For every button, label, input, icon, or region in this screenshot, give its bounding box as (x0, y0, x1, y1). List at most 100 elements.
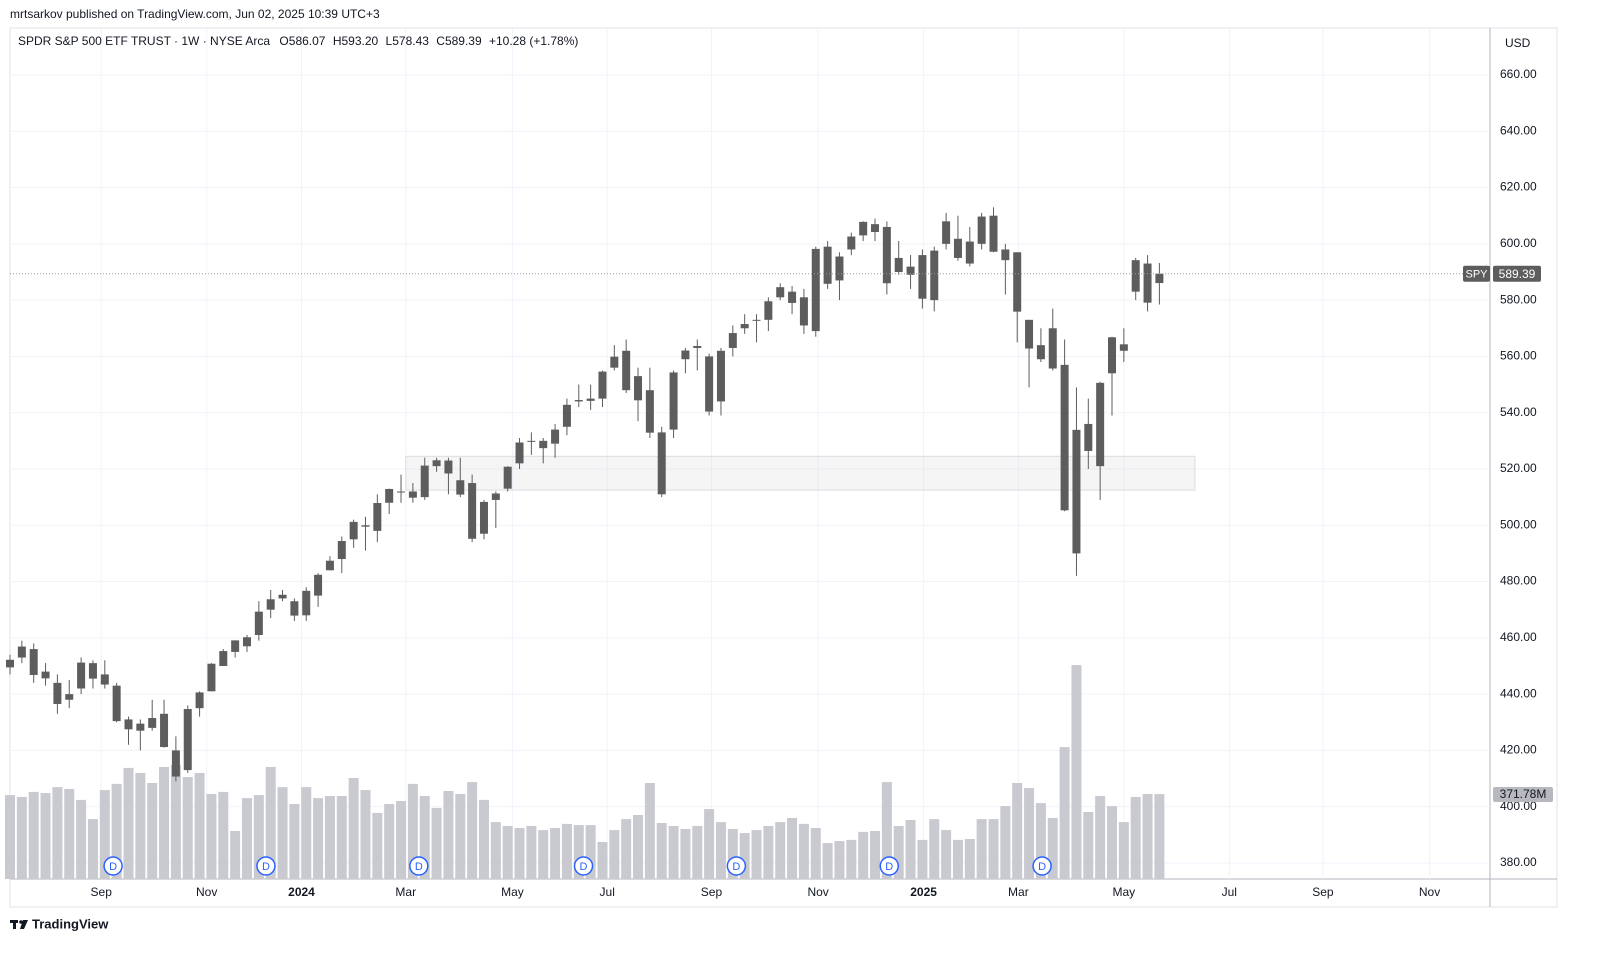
candle-body (231, 640, 240, 652)
volume-bar (230, 830, 241, 879)
candle-body (160, 713, 169, 748)
y-tick-label: 520.00 (1500, 461, 1537, 475)
dividend-label: D (732, 861, 740, 873)
candle-body (479, 501, 488, 534)
volume-bar (775, 822, 786, 879)
candle-body (337, 541, 346, 560)
candle-body (953, 238, 962, 258)
volume-bar (5, 795, 15, 879)
volume-bar (597, 841, 608, 879)
candle-body (242, 637, 251, 647)
volume-bar (336, 796, 347, 879)
volume-bar (348, 777, 359, 879)
last-price-tag (1493, 265, 1541, 282)
volume-bar (514, 828, 525, 879)
candle-body (716, 350, 725, 402)
x-tick-label: Sep (701, 885, 723, 899)
volume-bar (99, 790, 110, 879)
candle-body (965, 241, 974, 264)
legend-l-value: 578.43 (392, 34, 429, 48)
dividend-label: D (262, 861, 270, 873)
legend-h: H (333, 34, 342, 48)
volume-bar (822, 843, 833, 879)
dividend-label: D (415, 861, 423, 873)
y-tick-label: 500.00 (1500, 517, 1537, 531)
candle-body (906, 266, 915, 275)
candle-body (77, 662, 86, 689)
dividend-marker (256, 856, 276, 876)
candle-body (847, 236, 856, 250)
candle-body (894, 257, 903, 272)
dividend-marker (726, 856, 747, 876)
volume-bar (313, 798, 324, 879)
candle-body (219, 651, 228, 666)
volume-bar (656, 822, 667, 879)
candle-body (977, 216, 986, 244)
x-tick-label: Sep (91, 885, 113, 899)
candle-body (1084, 423, 1093, 451)
candle-body (1096, 382, 1105, 467)
x-tick-label: Mar (1008, 885, 1029, 899)
candle-body (1108, 337, 1117, 374)
volume-bar (787, 817, 798, 879)
candle-body (349, 521, 358, 540)
candle-body (6, 659, 14, 668)
candle-body (586, 398, 595, 401)
candle-body (278, 594, 287, 599)
y-tick-label: 620.00 (1500, 180, 1537, 194)
candle-body (740, 324, 749, 329)
candle-body (314, 574, 323, 596)
dividend-label: D (885, 861, 893, 873)
candle-body (811, 248, 820, 332)
volume-bar (644, 782, 655, 879)
candle-body (100, 674, 109, 685)
candle-body (657, 432, 666, 495)
candle-body (728, 333, 737, 348)
candle-body (290, 601, 299, 616)
candle-body (1131, 260, 1140, 292)
volume-bar (1059, 747, 1070, 879)
dividend-marker (573, 856, 594, 876)
frame (9, 27, 1558, 908)
volume-bar (194, 772, 205, 879)
volume-bar (751, 830, 762, 879)
volume-bar (1095, 796, 1106, 879)
volume-bar (372, 812, 383, 879)
volume-bar (159, 766, 170, 879)
volume-bar (1130, 796, 1141, 879)
candle-body (254, 611, 263, 636)
volume-bar (324, 796, 335, 879)
dividend-label: D (109, 861, 117, 873)
title: SPDR S&P 500 ETF TRUST · 1W · NYSE Arca (18, 34, 270, 48)
candle-body (918, 255, 927, 299)
candle-body (539, 440, 548, 449)
candle-body (124, 719, 133, 730)
volume-bar (1035, 803, 1046, 879)
volume-bar (976, 819, 987, 879)
candle-body (1036, 345, 1045, 360)
candle-body (562, 404, 571, 427)
volume-bar (419, 796, 430, 879)
candle-body (361, 525, 370, 527)
volume-bar (1107, 806, 1118, 879)
volume-bar (360, 790, 371, 879)
volume-bar (870, 830, 881, 879)
legend-change: +10.28 (+1.78%) (489, 34, 578, 48)
volume-bar (727, 828, 738, 879)
candle-body (930, 250, 939, 301)
candle-body (871, 224, 880, 233)
candle-body (634, 376, 643, 401)
x-tick-label: May (501, 885, 524, 899)
volume-bar (609, 830, 620, 879)
volume-bar (905, 820, 916, 879)
volume-bar (633, 814, 644, 879)
x-tick-label: Jul (600, 885, 615, 899)
candle-body (669, 372, 678, 430)
volume-bar (206, 793, 217, 879)
volume-bar (1154, 794, 1165, 879)
y-tick-label: 400.00 (1500, 799, 1537, 813)
candle-body (752, 319, 761, 321)
candle-body (882, 226, 891, 284)
volume-bar (810, 828, 821, 879)
